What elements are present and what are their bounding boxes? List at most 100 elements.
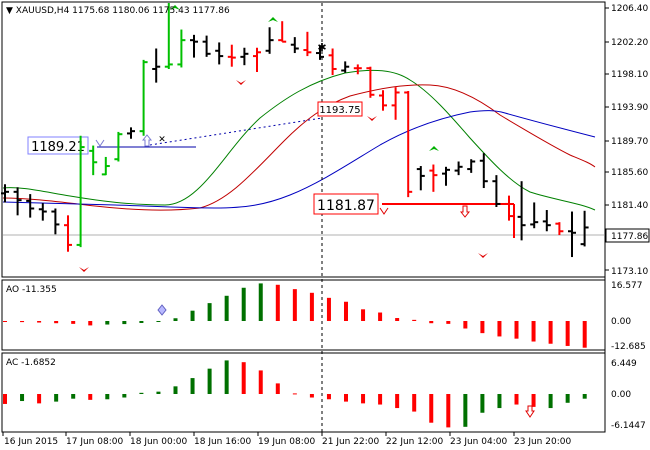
price-tick-label: 1206.40 [611, 4, 648, 14]
time-tick: 18 Jun 00:00 [129, 432, 187, 447]
histogram-bar [122, 394, 127, 398]
histogram-bar [480, 394, 485, 413]
histogram-bar [378, 394, 383, 405]
histogram-bar [582, 321, 587, 348]
price-bar [479, 153, 488, 189]
histogram-bar [395, 318, 400, 321]
histogram-bar [565, 321, 570, 346]
price-tick: 1181.40 [605, 201, 648, 211]
ma-slow-line [2, 110, 596, 209]
ao-scale-max: 16.577 [611, 281, 643, 291]
time-tick-label: 18 Jun 16:00 [194, 437, 251, 447]
histogram-bar [292, 289, 297, 321]
histogram-bar [71, 394, 76, 399]
histogram-bar [190, 310, 195, 321]
level-label-box-1189 [27, 136, 89, 155]
price-tick-label: 1193.90 [611, 103, 648, 113]
price-bar [76, 135, 85, 248]
price-bar [278, 21, 287, 43]
time-axis[interactable]: 16 Jun 2015 17 Jun 08:00 18 Jun 00:00 18… [2, 432, 571, 447]
histogram-bar [122, 321, 127, 325]
ma-mid-line [2, 84, 596, 211]
price-bar [1, 184, 9, 203]
price-axis[interactable]: 1206.40 1202.20 1198.10 1193.90 1189.70 … [605, 4, 650, 277]
cross-marker-icon: ✱ [317, 41, 326, 54]
symbol-header: ▼ XAUUSD,H4 1175.68 1180.06 1175.43 1177… [6, 6, 230, 16]
down-fractal-icon [79, 267, 89, 272]
price-bar [290, 37, 299, 54]
level-label-box-1181 [313, 193, 379, 215]
up-fractal-icon [429, 146, 439, 151]
histogram-bar [207, 368, 212, 394]
histogram-bar [446, 394, 451, 428]
histogram-bar [224, 360, 229, 394]
ma-fast-line [2, 69, 596, 211]
price-tick-label: 1189.70 [611, 137, 648, 147]
histogram-bar [258, 283, 263, 321]
price-tick-label: 1198.10 [611, 70, 648, 80]
price-bar [555, 222, 564, 236]
down-fractal-icon [478, 253, 488, 258]
histogram-bar [326, 297, 331, 321]
histogram-bar [275, 383, 280, 394]
price-bar [429, 164, 438, 192]
time-tick: 19 Jun 08:00 [257, 432, 315, 447]
time-tick: 23 Jun 04:00 [449, 432, 507, 447]
price-tick-label: 1181.40 [611, 201, 648, 211]
time-tick: 17 Jun 08:00 [65, 432, 123, 447]
ao-histogram [3, 283, 587, 348]
histogram-bar [3, 394, 7, 404]
price-bar [202, 35, 211, 57]
price-bar [152, 48, 161, 83]
price-bar [164, 3, 173, 69]
main-price-panel[interactable] [1, 1, 606, 278]
histogram-bar [139, 392, 144, 394]
histogram-bar [326, 394, 331, 400]
histogram-bar [531, 394, 536, 407]
ao-scale-zero: 0.00 [611, 317, 631, 327]
price-bar [442, 166, 450, 186]
price-tick: 1189.70 [605, 137, 648, 147]
histogram-bar [241, 362, 246, 394]
histogram-bar [54, 394, 59, 402]
signal-markers: ✱ ✕ [79, 5, 488, 272]
time-tick-label: 23 Jun 20:00 [514, 437, 571, 447]
price-bar [240, 47, 249, 66]
price-bar [89, 145, 98, 176]
small-down-arrow-icon [95, 139, 105, 147]
ao-panel[interactable] [1, 279, 606, 351]
level-label-1193: 1193.75 [319, 105, 360, 116]
up-fractal-icon [268, 17, 278, 22]
time-tick-label: 22 Jun 12:00 [386, 437, 443, 447]
price-bar [316, 45, 324, 60]
price-bar [127, 127, 135, 139]
histogram-bar [292, 393, 297, 395]
small-down-arrow-icon [379, 207, 389, 215]
ac-scale-min: -6.1447 [611, 421, 646, 431]
price-bar [265, 27, 274, 54]
histogram-bar [548, 321, 553, 344]
ac-sell-arrow-icon [525, 405, 535, 418]
histogram-bar [361, 309, 366, 321]
histogram-bar [224, 295, 229, 321]
histogram-bar [258, 370, 263, 394]
histogram-bar [54, 321, 59, 324]
time-tick-label: 16 Jun 2015 [4, 437, 58, 447]
price-bar [253, 47, 261, 73]
price-bar [101, 156, 110, 176]
ac-panel[interactable] [1, 352, 606, 433]
price-bar [568, 211, 576, 258]
time-tick-label: 23 Jun 04:00 [450, 437, 507, 447]
histogram-bar [344, 301, 348, 321]
price-bar [505, 195, 513, 221]
histogram-bar [412, 319, 417, 321]
ao-scale-min: -12.685 [611, 342, 646, 352]
histogram-bar [429, 394, 434, 423]
time-tick: 18 Jun 16:00 [193, 432, 251, 447]
histogram-bar [105, 394, 110, 400]
histogram-bar [207, 303, 212, 321]
price-tick-label: 1173.10 [611, 267, 648, 277]
price-bar [190, 34, 198, 58]
time-tick-label: 21 Jun 22:00 [322, 437, 379, 447]
